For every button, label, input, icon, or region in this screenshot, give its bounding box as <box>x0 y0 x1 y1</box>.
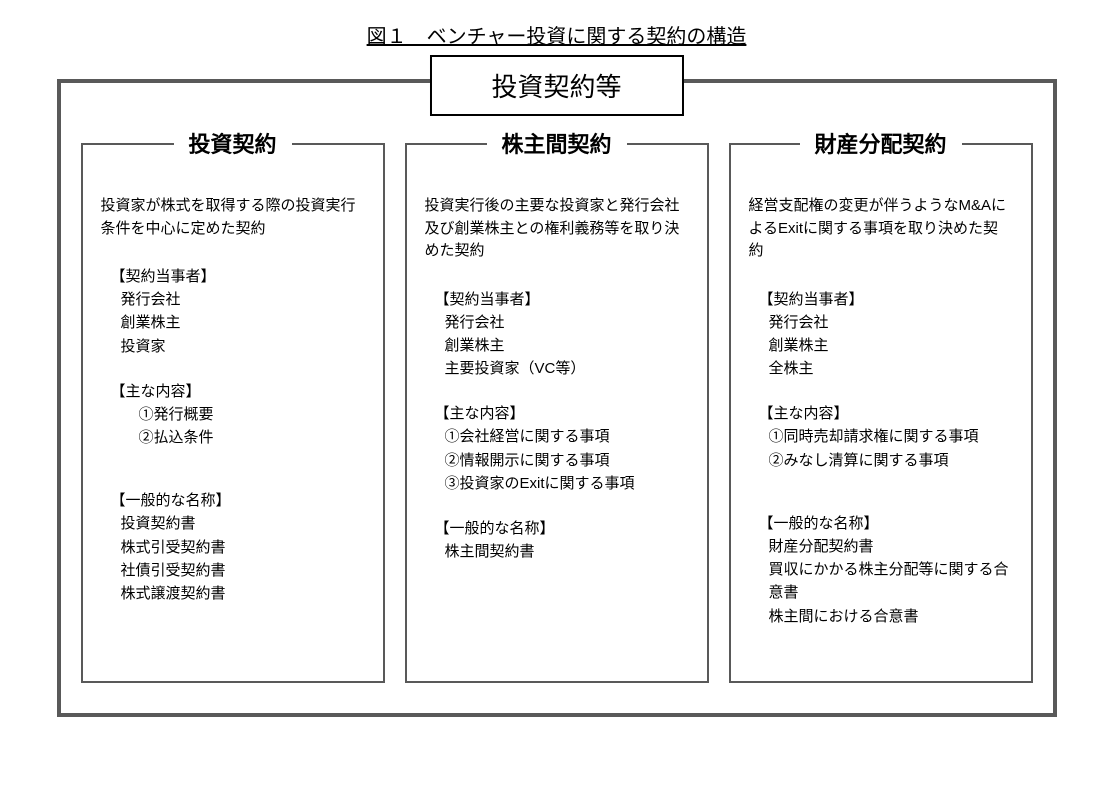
name-item: 買収にかかる株主分配等に関する合意書 <box>769 558 1013 605</box>
name-item: 株主間における合意書 <box>769 605 1013 628</box>
name-item: 株主間契約書 <box>445 540 689 563</box>
party-item: 創業株主 <box>121 311 365 334</box>
column-title: 投資契約 <box>173 127 291 159</box>
column-title: 財産分配契約 <box>799 127 961 159</box>
outer-container: 投資契約等 投資契約 投資家が株式を取得する際の投資実行条件を中心に定めた契約 … <box>57 79 1057 717</box>
party-item: 投資家 <box>121 335 365 358</box>
column-description: 投資家が株式を取得する際の投資実行条件を中心に定めた契約 <box>101 195 365 240</box>
names-section: 【一般的な名称】 株主間契約書 <box>425 517 689 563</box>
contents-items: ①会社経営に関する事項 ②情報開示に関する事項 ③投資家のExitに関する事項 <box>425 425 689 495</box>
contents-section: 【主な内容】 ①同時売却請求権に関する事項 ②みなし清算に関する事項 <box>749 402 1013 472</box>
parties-items: 発行会社 創業株主 全株主 <box>749 311 1013 381</box>
parties-section: 【契約当事者】 発行会社 創業株主 主要投資家（VC等） <box>425 288 689 381</box>
content-item: ③投資家のExitに関する事項 <box>445 472 689 495</box>
contents-header: 【主な内容】 <box>759 402 1013 423</box>
names-items: 財産分配契約書 買収にかかる株主分配等に関する合意書 株主間における合意書 <box>749 535 1013 628</box>
party-item: 全株主 <box>769 357 1013 380</box>
names-header: 【一般的な名称】 <box>435 517 689 538</box>
names-section: 【一般的な名称】 投資契約書 株式引受契約書 社債引受契約書 株式譲渡契約書 <box>101 489 365 605</box>
party-item: 発行会社 <box>769 311 1013 334</box>
figure-title: 図１ ベンチャー投資に関する契約の構造 <box>0 20 1113 49</box>
contents-items: ①発行概要 ②払込条件 <box>101 403 365 450</box>
outer-title-box: 投資契約等 <box>429 55 683 116</box>
names-header: 【一般的な名称】 <box>759 512 1013 533</box>
name-item: 投資契約書 <box>121 512 365 535</box>
names-header: 【一般的な名称】 <box>111 489 365 510</box>
column-title: 株主間契約 <box>486 127 626 159</box>
content-item: ①発行概要 <box>139 403 365 426</box>
parties-section: 【契約当事者】 発行会社 創業株主 全株主 <box>749 288 1013 381</box>
contents-items: ①同時売却請求権に関する事項 ②みなし清算に関する事項 <box>749 425 1013 472</box>
party-item: 創業株主 <box>769 334 1013 357</box>
column-property: 財産分配契約 経営支配権の変更が伴うようなM&AによるExitに関する事項を取り… <box>729 143 1033 683</box>
parties-header: 【契約当事者】 <box>435 288 689 309</box>
contents-header: 【主な内容】 <box>435 402 689 423</box>
column-description: 経営支配権の変更が伴うようなM&AによるExitに関する事項を取り決めた契約 <box>749 195 1013 263</box>
parties-section: 【契約当事者】 発行会社 創業株主 投資家 <box>101 265 365 358</box>
names-items: 投資契約書 株式引受契約書 社債引受契約書 株式譲渡契約書 <box>101 512 365 605</box>
content-item: ①同時売却請求権に関する事項 <box>769 425 1013 448</box>
names-section: 【一般的な名称】 財産分配契約書 買収にかかる株主分配等に関する合意書 株主間に… <box>749 512 1013 628</box>
column-shareholders: 株主間契約 投資実行後の主要な投資家と発行会社及び創業株主との権利義務等を取り決… <box>405 143 709 683</box>
parties-items: 発行会社 創業株主 投資家 <box>101 288 365 358</box>
party-item: 主要投資家（VC等） <box>445 357 689 380</box>
contents-header: 【主な内容】 <box>111 380 365 401</box>
names-items: 株主間契約書 <box>425 540 689 563</box>
parties-header: 【契約当事者】 <box>111 265 365 286</box>
name-item: 社債引受契約書 <box>121 559 365 582</box>
party-item: 創業株主 <box>445 334 689 357</box>
party-item: 発行会社 <box>121 288 365 311</box>
name-item: 株式引受契約書 <box>121 536 365 559</box>
content-item: ②みなし清算に関する事項 <box>769 449 1013 472</box>
parties-items: 発行会社 創業株主 主要投資家（VC等） <box>425 311 689 381</box>
party-item: 発行会社 <box>445 311 689 334</box>
content-item: ①会社経営に関する事項 <box>445 425 689 448</box>
content-item: ②払込条件 <box>139 426 365 449</box>
column-description: 投資実行後の主要な投資家と発行会社及び創業株主との権利義務等を取り決めた契約 <box>425 195 689 263</box>
parties-header: 【契約当事者】 <box>759 288 1013 309</box>
column-investment: 投資契約 投資家が株式を取得する際の投資実行条件を中心に定めた契約 【契約当事者… <box>81 143 385 683</box>
columns-row: 投資契約 投資家が株式を取得する際の投資実行条件を中心に定めた契約 【契約当事者… <box>81 143 1033 683</box>
content-item: ②情報開示に関する事項 <box>445 449 689 472</box>
name-item: 財産分配契約書 <box>769 535 1013 558</box>
contents-section: 【主な内容】 ①発行概要 ②払込条件 <box>101 380 365 450</box>
contents-section: 【主な内容】 ①会社経営に関する事項 ②情報開示に関する事項 ③投資家のExit… <box>425 402 689 495</box>
name-item: 株式譲渡契約書 <box>121 582 365 605</box>
